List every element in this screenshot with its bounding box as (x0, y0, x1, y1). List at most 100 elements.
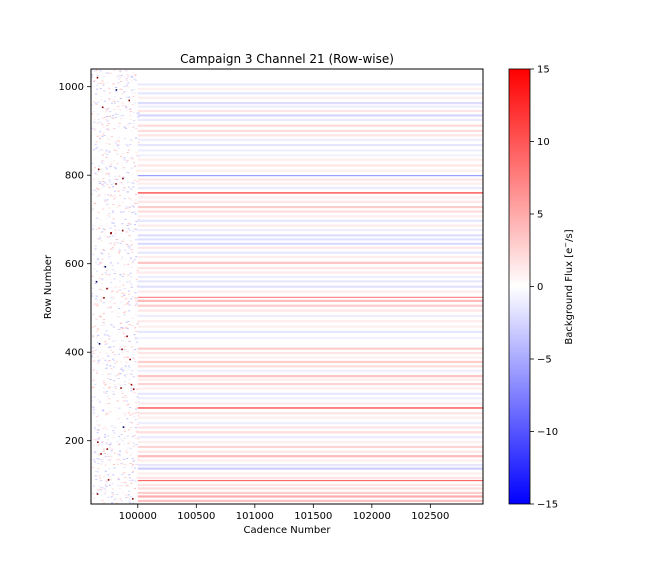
noise-speck (118, 443, 121, 445)
noise-speck (136, 388, 139, 390)
noise-speck (121, 102, 124, 104)
noise-speck (96, 421, 99, 423)
noise-speck (136, 297, 139, 299)
noise-speck (101, 150, 104, 152)
noise-speck (111, 483, 114, 485)
row-band (137, 426, 483, 429)
noise-speck (130, 387, 133, 389)
noise-speck (102, 134, 105, 136)
noise-speck (116, 247, 119, 249)
noise-speck (120, 485, 123, 487)
noise-speck (136, 322, 139, 324)
noise-speck (100, 251, 103, 253)
noise-speck (120, 259, 123, 261)
noise-speck (135, 151, 138, 153)
colorbar: 15 10 5 0 −5 −10 −15 Background Flux [e−/s] (508, 65, 575, 511)
noise-speck (128, 410, 131, 412)
noise-speck (127, 442, 130, 444)
noise-speck (120, 244, 123, 246)
noise-speck (97, 382, 100, 384)
noise-speck (102, 382, 105, 384)
noise-speck (124, 91, 127, 93)
noise-speck (98, 424, 101, 426)
noise-speck (123, 425, 126, 427)
noise-speck (133, 392, 136, 394)
noise-speck (125, 77, 128, 79)
noise-speck (120, 351, 123, 353)
row-band (137, 491, 483, 495)
noise-speck (122, 189, 125, 191)
noise-speck (125, 191, 128, 193)
noise-speck (106, 428, 109, 430)
noise-speck (105, 391, 108, 393)
noise-speck (97, 181, 100, 183)
noise-speck (105, 412, 108, 414)
noise-speck (108, 286, 111, 288)
noise-speck (119, 181, 122, 183)
noise-speck (96, 75, 99, 77)
noise-speck (97, 334, 100, 336)
noise-speck (126, 464, 129, 466)
noise-speck (128, 474, 131, 476)
noise-speck (111, 142, 114, 144)
noise-speck (102, 84, 105, 86)
noise-speck (93, 497, 96, 499)
noise-speck (105, 333, 108, 335)
row-band (137, 309, 483, 312)
row-band (137, 196, 483, 199)
noise-speck (96, 146, 99, 148)
noise-speck (135, 477, 138, 479)
noise-speck (107, 138, 110, 140)
noise-speck (112, 393, 115, 395)
noise-speck (118, 353, 121, 355)
noise-speck (132, 229, 135, 231)
noise-speck (108, 115, 111, 117)
noise-speck (119, 328, 122, 330)
noise-speck (129, 427, 132, 429)
noise-speck (108, 346, 111, 348)
noise-speck (126, 145, 129, 147)
noise-speck (132, 172, 135, 174)
noise-speck (101, 258, 104, 260)
noise-speck (137, 415, 140, 417)
noise-speck (129, 447, 132, 449)
noise-speck (107, 120, 110, 122)
row-band (137, 175, 483, 177)
noise-speck (106, 223, 109, 225)
row-band (137, 144, 483, 147)
row-band (137, 118, 483, 121)
noise-speck (92, 369, 95, 371)
noise-speck (94, 295, 97, 297)
noise-speck (92, 352, 95, 354)
noise-speck (109, 278, 112, 280)
noise-speck (108, 160, 111, 162)
noise-speck (135, 427, 138, 429)
noise-speck (101, 441, 104, 443)
noise-speck (136, 323, 139, 325)
noise-speck (99, 400, 102, 402)
noise-speck (120, 81, 123, 83)
noise-speck (104, 383, 107, 385)
noise-speck (135, 361, 138, 363)
noise-speck (97, 414, 100, 416)
noise-speck (108, 164, 111, 166)
noise-speck (102, 381, 105, 383)
noise-speck (94, 218, 97, 220)
noise-speck (105, 330, 108, 332)
noise-speck (135, 266, 138, 268)
noise-speck (118, 280, 121, 282)
noise-speck (97, 113, 100, 115)
noise-speck (131, 243, 134, 245)
noise-speck (127, 253, 130, 255)
noise-speck (92, 493, 95, 495)
noise-speck (96, 470, 99, 472)
noise-speck (121, 387, 124, 389)
row-band (137, 382, 483, 386)
noise-speck (127, 368, 130, 370)
row-band (137, 242, 483, 245)
noise-speck (128, 208, 131, 210)
noise-speck (95, 93, 98, 95)
noise-speck (96, 458, 99, 460)
noise-speck (114, 375, 117, 377)
noise-speck (126, 458, 129, 460)
